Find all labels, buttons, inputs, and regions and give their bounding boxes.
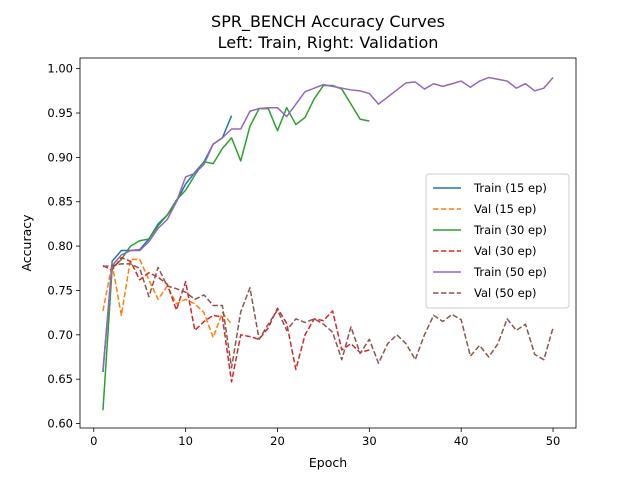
legend-box [425, 173, 570, 309]
chart-title-line-1: SPR_BENCH Accuracy Curves [211, 12, 445, 32]
series-line-val-50-ep [102, 263, 554, 369]
series-line-val-30-ep [102, 256, 370, 383]
x-tick-label: 10 [178, 434, 193, 448]
legend-label-train-30-ep: Train (30 ep) [473, 223, 547, 237]
y-axis-label: Accuracy [19, 214, 34, 272]
legend-label-val-30-ep: Val (30 ep) [474, 244, 537, 258]
y-tick-label: 1.00 [47, 62, 73, 76]
y-tick-label: 0.90 [47, 150, 73, 164]
legend-label-train-50-ep: Train (50 ep) [473, 265, 547, 279]
chart-title-line-2: Left: Train, Right: Validation [218, 33, 439, 52]
legend-label-val-50-ep: Val (50 ep) [474, 286, 537, 300]
legend-label-train-15-ep: Train (15 ep) [473, 181, 547, 195]
x-axis-ticks: 0 10 20 30 40 50 [90, 428, 560, 448]
plot-frame [79, 57, 577, 429]
y-tick-label: 0.80 [47, 239, 73, 253]
chart-legend: Train (15 ep) Val (15 ep) Train (30 ep) Val… [425, 173, 570, 309]
x-tick-label: 30 [362, 434, 377, 448]
y-tick-label: 0.65 [47, 372, 73, 386]
y-tick-label: 0.75 [47, 283, 73, 297]
x-tick-label: 50 [546, 434, 561, 448]
series-line-train-50-ep [102, 76, 554, 371]
x-axis-label: Epoch [309, 455, 347, 470]
y-tick-label: 0.95 [47, 106, 73, 120]
y-axis-ticks: 0.60 0.65 0.70 0.75 0.80 0.85 0.90 0.95 1.00 [47, 62, 80, 431]
legend-label-val-15-ep: Val (15 ep) [474, 202, 537, 216]
series-layer [102, 76, 554, 411]
y-tick-label: 0.85 [47, 195, 73, 209]
x-tick-label: 40 [454, 434, 469, 448]
y-tick-label: 0.70 [47, 328, 73, 342]
y-tick-label: 0.60 [47, 417, 73, 431]
x-tick-label: 20 [270, 434, 285, 448]
x-tick-label: 0 [90, 434, 97, 448]
